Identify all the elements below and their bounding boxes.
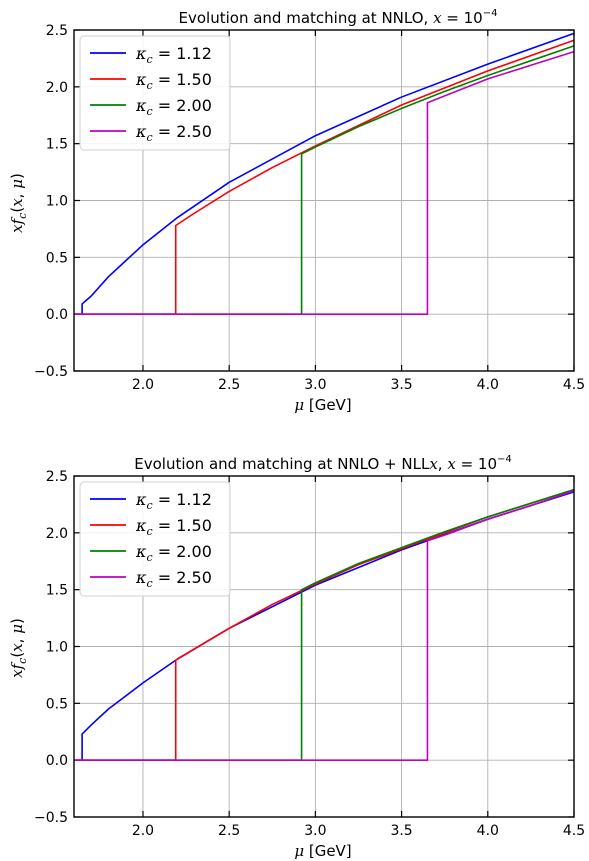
legend-entry: κc = 2.50	[135, 122, 212, 144]
y-tick-label: 1.5	[46, 137, 68, 153]
y-tick-label: 1.0	[46, 194, 68, 210]
x-tick-label: 4.0	[477, 377, 499, 393]
legend-entry: κc = 1.12	[135, 44, 212, 66]
y-axis-label: xfc(x, μ)	[8, 618, 29, 678]
y-tick-label: 0.5	[46, 696, 68, 712]
x-tick-labels: 2.0 2.5 3.0 3.5 4.0 4.5	[132, 823, 585, 839]
y-tick-labels: −0.5 0.0 0.5 1.0 1.5 2.0 2.5	[34, 23, 68, 380]
series-line-kappa-2-00	[74, 45, 575, 315]
series-line-kappa-1-12	[74, 491, 575, 761]
x-tick-label: 4.5	[563, 823, 585, 839]
x-axis-label: μ [GeV]	[294, 842, 351, 860]
series-line-kappa-2-50	[74, 50, 575, 315]
legend-entry: κc = 2.00	[135, 542, 212, 564]
x-tick-label: 2.0	[132, 377, 154, 393]
legend-entry: κc = 1.50	[135, 516, 212, 538]
y-tick-label: 2.5	[46, 469, 68, 485]
x-tick-labels: 2.0 2.5 3.0 3.5 4.0 4.5	[132, 377, 585, 393]
series-line-kappa-2-00	[74, 488, 575, 761]
bottom-chart: Evolution and matching at NNLO + NLLx, x…	[8, 454, 585, 860]
y-tick-label: 2.5	[46, 23, 68, 39]
y-tick-label: 1.0	[46, 640, 68, 656]
x-tick-label: 3.0	[304, 377, 326, 393]
curves	[74, 488, 575, 761]
top-chart: Evolution and matching at NNLO, x = 10−4…	[8, 8, 585, 414]
legend-entry: κc = 2.50	[135, 568, 212, 590]
x-tick-label: 2.0	[132, 823, 154, 839]
plot-frame	[73, 29, 575, 372]
y-tick-label: 0.0	[46, 307, 68, 323]
chart-title: Evolution and matching at NNLO + NLLx, x…	[134, 454, 512, 473]
y-tick-label: −0.5	[34, 810, 68, 826]
legend-box	[79, 481, 231, 597]
y-tick-label: 2.0	[46, 80, 68, 96]
legend-entry: κc = 1.50	[135, 70, 212, 92]
x-axis-label: μ [GeV]	[294, 396, 351, 414]
x-tick-label: 3.0	[304, 823, 326, 839]
y-tick-label: 0.5	[46, 250, 68, 266]
chart-title: Evolution and matching at NNLO, x = 10−4	[179, 8, 498, 27]
legend-entry: κc = 2.00	[135, 96, 212, 118]
y-axis-label: xfc(x, μ)	[8, 173, 29, 233]
curves	[74, 32, 575, 315]
series-line-kappa-1-50	[74, 488, 575, 761]
y-tick-labels: −0.5 0.0 0.5 1.0 1.5 2.0 2.5	[34, 469, 68, 826]
y-tick-label: 0.0	[46, 753, 68, 769]
legend: κc = 1.12 κc = 1.50 κc = 2.00 κc = 2.50	[79, 35, 231, 151]
x-tick-label: 3.5	[390, 377, 412, 393]
x-tick-label: 2.5	[218, 377, 240, 393]
y-tick-label: 2.0	[46, 526, 68, 542]
plot-frame	[73, 475, 575, 818]
x-tick-label: 4.5	[563, 377, 585, 393]
x-tick-label: 4.0	[477, 823, 499, 839]
legend-entry: κc = 1.12	[135, 490, 212, 512]
legend: κc = 1.12 κc = 1.50 κc = 2.00 κc = 2.50	[79, 481, 231, 597]
x-tick-label: 2.5	[218, 823, 240, 839]
y-tick-label: 1.5	[46, 583, 68, 599]
series-line-kappa-1-12	[74, 32, 575, 315]
series-line-kappa-1-50	[74, 39, 575, 315]
x-tick-label: 3.5	[390, 823, 412, 839]
legend-box	[79, 35, 231, 151]
y-tick-label: −0.5	[34, 364, 68, 380]
series-line-kappa-2-50	[74, 490, 575, 761]
